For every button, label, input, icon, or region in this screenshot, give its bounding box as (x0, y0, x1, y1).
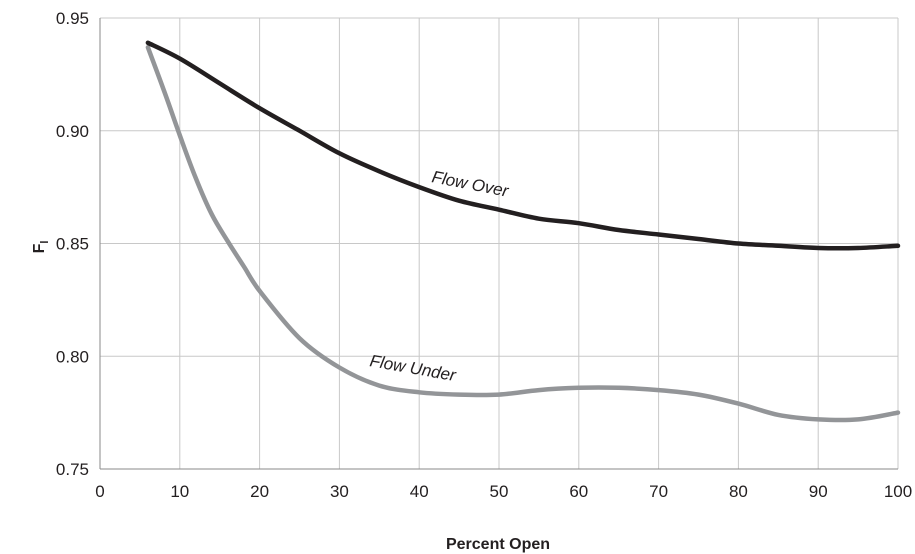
x-tick-label-2: 20 (250, 482, 269, 501)
x-tick-label-8: 80 (729, 482, 748, 501)
y-tick-label-0: 0.75 (56, 460, 89, 479)
plot-area (99, 18, 898, 470)
series-line-flow-over (145, 40, 901, 251)
y-tick-label-4: 0.95 (56, 9, 89, 28)
x-tick-label-3: 30 (330, 482, 349, 501)
x-tick-label-1: 10 (170, 482, 189, 501)
x-tick-label-7: 70 (649, 482, 668, 501)
x-axis-ticks: 0 10 20 30 40 50 60 70 80 90 100 (95, 482, 912, 501)
y-tick-label-2: 0.85 (56, 235, 89, 254)
x-tick-label-0: 0 (95, 482, 104, 501)
y-axis-label: F (31, 243, 48, 253)
series-layer (145, 40, 901, 423)
y-tick-label-3: 0.90 (56, 122, 89, 141)
y-tick-label-1: 0.80 (56, 347, 89, 366)
x-tick-label-5: 50 (490, 482, 509, 501)
x-tick-label-6: 60 (569, 482, 588, 501)
x-tick-label-4: 40 (410, 482, 429, 501)
x-tick-label-10: 100 (884, 482, 912, 501)
x-axis-label: Percent Open (446, 536, 550, 553)
y-axis-label-group: Fl (31, 241, 51, 254)
series-line-flow-under (145, 45, 901, 423)
x-tick-label-9: 90 (809, 482, 828, 501)
y-axis-ticks: 0.75 0.80 0.85 0.90 0.95 (56, 9, 89, 479)
svg-text:Fl: Fl (31, 241, 51, 254)
y-axis-label-subscript: l (39, 241, 51, 244)
